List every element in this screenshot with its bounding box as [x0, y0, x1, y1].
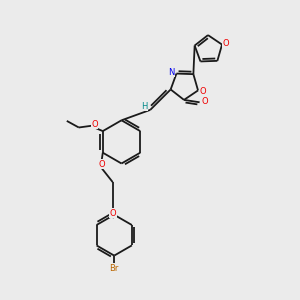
Text: N: N [169, 68, 175, 76]
Text: Br: Br [110, 264, 119, 273]
Text: O: O [91, 120, 98, 129]
Text: O: O [223, 39, 230, 48]
Text: O: O [98, 160, 105, 169]
Text: O: O [110, 209, 117, 218]
Text: O: O [202, 97, 208, 106]
Text: H: H [141, 102, 147, 111]
Text: O: O [199, 86, 206, 95]
